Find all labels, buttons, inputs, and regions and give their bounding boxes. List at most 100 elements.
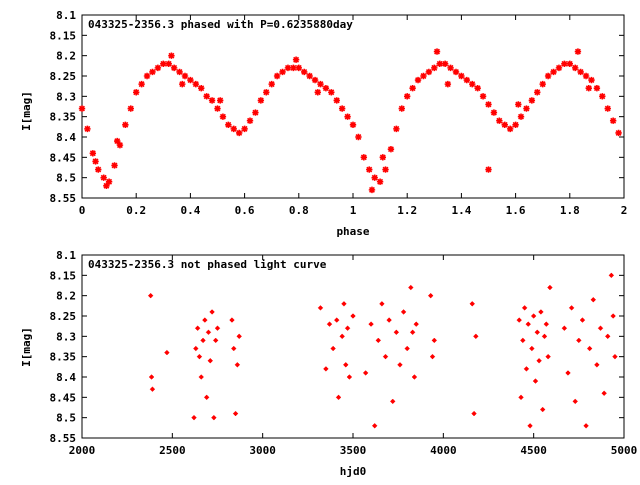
data-points — [147, 272, 618, 429]
data-point — [393, 329, 400, 336]
data-point — [225, 121, 232, 128]
y-axis-label: I[mag] — [20, 91, 33, 131]
data-point — [127, 105, 134, 112]
data-point — [252, 109, 259, 116]
data-point — [565, 370, 571, 376]
y-tick-label: 8.5 — [56, 172, 76, 185]
data-point — [330, 345, 336, 352]
data-point — [561, 60, 568, 67]
data-point — [425, 68, 433, 76]
data-point — [241, 125, 248, 133]
data-point — [200, 337, 206, 344]
x-tick-label: 3500 — [340, 444, 367, 457]
data-point — [214, 105, 221, 112]
data-point — [92, 158, 99, 165]
data-point — [333, 97, 340, 104]
data-point — [179, 80, 186, 88]
data-point — [362, 370, 369, 376]
data-point — [333, 317, 340, 323]
data-point — [301, 68, 308, 76]
y-tick-label: 8.55 — [50, 192, 77, 205]
data-point — [194, 325, 201, 331]
data-point — [148, 374, 155, 380]
data-point — [409, 85, 416, 92]
data-point — [317, 80, 324, 88]
data-point — [133, 89, 140, 96]
unphased-light-curve-panel: 043325-2356.3 not phased light curve hjd… — [20, 249, 637, 478]
data-point — [576, 337, 582, 344]
data-point — [198, 85, 205, 92]
data-point — [176, 68, 183, 76]
data-point — [409, 329, 416, 336]
y-tick-label: 8.1 — [56, 249, 76, 262]
data-point — [344, 325, 351, 331]
x-tick-label: 1 — [350, 204, 357, 217]
data-point — [469, 80, 476, 88]
data-point — [490, 109, 498, 116]
data-point — [326, 321, 333, 327]
data-point — [572, 64, 579, 72]
data-point — [181, 72, 189, 80]
data-point — [273, 72, 281, 80]
data-point — [389, 398, 396, 405]
data-point — [138, 80, 145, 88]
data-point — [612, 353, 618, 360]
data-point — [207, 357, 214, 364]
data-point — [431, 64, 438, 72]
data-point — [232, 410, 239, 417]
data-point — [400, 309, 407, 315]
data-point — [534, 89, 541, 96]
data-point — [427, 292, 434, 299]
y-tick-label: 8.25 — [50, 310, 77, 323]
data-point — [212, 337, 219, 344]
data-point — [515, 101, 522, 108]
data-point — [196, 353, 203, 360]
chart-title: 043325-2356.3 phased with P=0.6235880day — [88, 18, 353, 31]
x-tick-label: 2 — [621, 204, 628, 217]
data-point — [376, 178, 384, 185]
data-point — [404, 345, 410, 352]
data-point — [601, 390, 607, 397]
data-point — [192, 80, 200, 88]
x-tick-label: 0.6 — [235, 204, 255, 217]
data-point — [512, 121, 519, 128]
data-point — [525, 321, 532, 327]
data-point — [404, 93, 411, 100]
data-point — [375, 337, 382, 344]
x-tick-label: 1.2 — [397, 204, 417, 217]
data-point — [397, 362, 403, 368]
y-tick-label: 8.45 — [50, 151, 77, 164]
data-point — [485, 101, 492, 108]
phased-light-curve-panel: 043325-2356.3 phased with P=0.6235880day… — [20, 9, 627, 238]
data-point — [203, 93, 210, 100]
data-point — [187, 76, 194, 84]
data-point — [165, 60, 172, 67]
data-point — [100, 174, 107, 181]
data-point — [344, 113, 351, 120]
data-point — [433, 48, 441, 55]
data-point — [485, 166, 492, 173]
data-point — [545, 353, 551, 360]
data-point — [229, 317, 235, 323]
data-point — [496, 117, 503, 124]
data-point — [582, 72, 590, 80]
x-tick-label: 0.8 — [289, 204, 309, 217]
data-point — [516, 317, 522, 323]
data-point — [529, 345, 535, 352]
data-point — [339, 333, 345, 340]
data-point — [322, 85, 330, 92]
x-tick-label: 5000 — [611, 444, 638, 457]
x-tick-label: 4000 — [430, 444, 457, 457]
data-point — [246, 117, 254, 124]
x-tick-label: 4500 — [520, 444, 547, 457]
data-point — [463, 76, 471, 84]
data-point — [154, 64, 162, 72]
data-point — [371, 423, 378, 429]
data-point — [474, 85, 481, 92]
data-point — [263, 89, 270, 96]
data-point — [202, 317, 208, 323]
data-point — [550, 68, 557, 76]
y-tick-label: 8.2 — [56, 50, 76, 63]
